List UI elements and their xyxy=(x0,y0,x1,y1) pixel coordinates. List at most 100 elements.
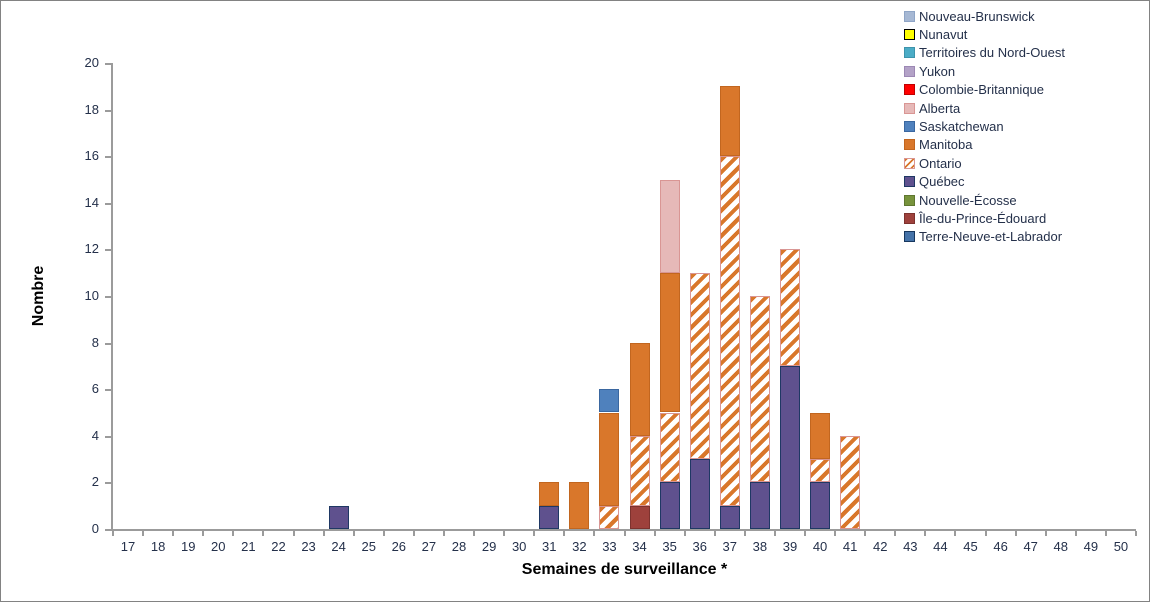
bar-segment xyxy=(689,272,710,460)
x-tick-mark xyxy=(894,531,897,536)
x-tick-mark xyxy=(442,531,445,536)
y-tick-label: 18 xyxy=(84,101,99,117)
legend-item: Nouveau-Brunswick xyxy=(904,7,1065,25)
y-tick-mark xyxy=(105,202,111,205)
legend-swatch xyxy=(904,176,915,188)
y-tick-mark xyxy=(105,109,111,112)
x-tick-label: 21 xyxy=(241,539,256,554)
x-tick-label: 42 xyxy=(873,539,888,554)
y-tick-label: 4 xyxy=(91,427,99,443)
legend-label: Nunavut xyxy=(919,27,968,43)
x-tick-label: 19 xyxy=(180,539,196,554)
legend-item: Manitoba xyxy=(904,136,1065,154)
y-tick-mark xyxy=(105,249,111,252)
bar-segment xyxy=(659,179,680,273)
legend-swatch xyxy=(904,47,915,59)
legend-swatch xyxy=(904,157,915,169)
bar-segment xyxy=(749,296,770,483)
legend-label: Nouveau-Brunswick xyxy=(919,8,1035,24)
legend-label: Nouvelle-Écosse xyxy=(919,192,1017,208)
y-tick-mark xyxy=(105,435,111,438)
x-tick-label: 48 xyxy=(1053,539,1068,554)
legend-swatch xyxy=(904,231,915,243)
y-tick-mark xyxy=(105,156,111,159)
x-tick-label: 46 xyxy=(993,539,1008,554)
y-tick-mark xyxy=(105,63,111,65)
bar-segment xyxy=(659,272,680,413)
y-tick-mark xyxy=(105,529,111,531)
x-tick-label: 43 xyxy=(903,539,918,554)
x-tick-mark xyxy=(1104,531,1107,536)
x-tick-mark xyxy=(864,531,867,536)
x-tick-mark xyxy=(984,531,987,536)
x-tick-mark xyxy=(412,531,415,536)
x-tick-mark xyxy=(352,531,355,536)
x-tick-mark xyxy=(1044,531,1047,536)
legend-label: Colombie-Britannique xyxy=(919,82,1045,98)
x-tick-mark xyxy=(713,531,716,536)
legend-label: Ontario xyxy=(919,155,962,171)
bar-segment xyxy=(539,482,560,506)
bar-segment xyxy=(599,505,620,529)
bar-segment xyxy=(569,482,590,529)
legend-item: Terre-Neuve-et-Labrador xyxy=(904,228,1065,246)
legend-label: Québec xyxy=(919,174,965,190)
y-tick-mark xyxy=(105,342,111,345)
bar-segment xyxy=(659,482,680,529)
x-tick-mark xyxy=(804,531,807,536)
legend-item: Nunavut xyxy=(904,25,1065,43)
bar-segment xyxy=(599,389,620,413)
x-tick-mark xyxy=(1014,531,1017,536)
y-tick-label: 0 xyxy=(91,521,99,536)
legend-swatch xyxy=(904,84,915,96)
legend-swatch xyxy=(904,102,915,114)
bar-segment xyxy=(779,249,800,366)
x-tick-mark xyxy=(743,531,746,536)
y-tick-label: 12 xyxy=(84,241,99,257)
y-tick-label: 10 xyxy=(84,288,99,303)
bar-segment xyxy=(810,459,831,483)
legend-swatch xyxy=(904,29,915,41)
y-tick-mark xyxy=(105,482,111,485)
x-tick-label: 24 xyxy=(331,539,346,554)
x-tick-label: 35 xyxy=(662,539,677,554)
y-tick-label: 14 xyxy=(84,194,99,210)
x-tick-label: 30 xyxy=(511,539,527,554)
legend-item: Saskatchewan xyxy=(904,117,1065,135)
x-tick-label: 34 xyxy=(632,539,647,554)
x-tick-mark xyxy=(232,531,235,536)
x-tick-mark xyxy=(924,531,927,536)
y-tick-label: 6 xyxy=(91,381,99,397)
x-tick-label: 36 xyxy=(692,539,707,554)
x-tick-label: 23 xyxy=(301,539,316,554)
x-tick-mark xyxy=(533,531,536,536)
x-tick-label: 32 xyxy=(572,539,587,554)
legend-label: Manitoba xyxy=(919,137,973,153)
x-tick-mark xyxy=(623,531,626,536)
x-tick-label: 17 xyxy=(120,539,136,554)
legend-swatch xyxy=(904,139,915,151)
x-tick-label: 49 xyxy=(1083,539,1099,554)
x-axis-line xyxy=(111,529,1136,531)
x-tick-label: 44 xyxy=(933,539,948,554)
legend-item: Alberta xyxy=(904,99,1065,117)
y-axis-line xyxy=(111,63,113,531)
x-tick-label: 33 xyxy=(602,539,617,554)
x-axis-title: Semaines de surveillance * xyxy=(521,561,728,578)
legend-label: Terre-Neuve-et-Labrador xyxy=(919,229,1063,245)
bar-segment xyxy=(719,86,740,157)
legend-swatch xyxy=(904,121,915,133)
x-tick-label: 40 xyxy=(812,539,828,554)
x-tick-mark xyxy=(503,531,506,536)
x-tick-mark xyxy=(112,531,114,536)
y-tick-mark xyxy=(105,296,111,298)
y-axis-title: Nombre xyxy=(30,265,47,327)
x-tick-label: 28 xyxy=(451,539,467,554)
bar-segment xyxy=(810,482,831,529)
bar-segment xyxy=(779,365,800,529)
x-tick-label: 20 xyxy=(211,539,226,554)
x-tick-label: 37 xyxy=(722,539,738,554)
x-tick-mark xyxy=(593,531,596,536)
x-tick-label: 45 xyxy=(963,539,978,554)
y-tick-label: 2 xyxy=(91,474,99,490)
